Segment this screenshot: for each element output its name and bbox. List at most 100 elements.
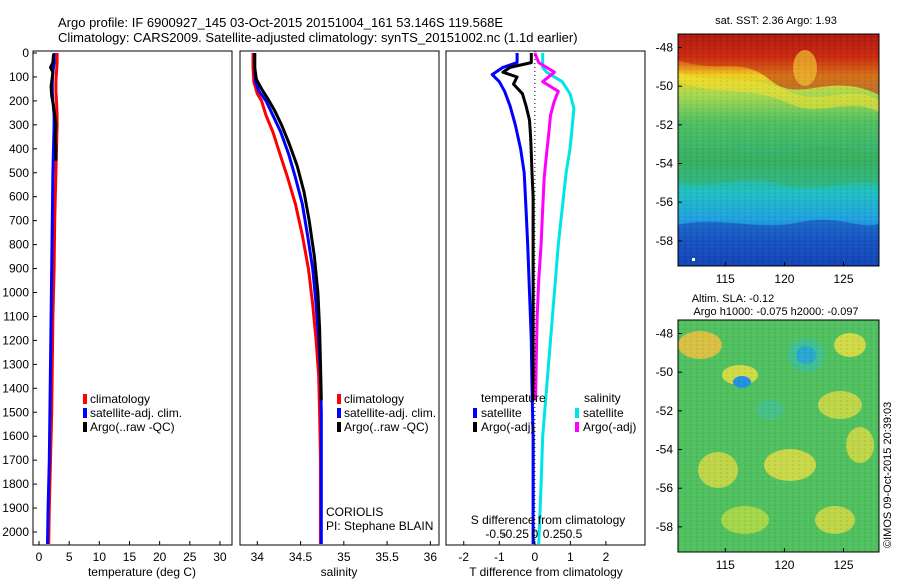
depth-tick-label: 1700 bbox=[2, 453, 29, 467]
series-line bbox=[49, 54, 58, 161]
sla-map-frame bbox=[677, 319, 880, 553]
series-line bbox=[537, 53, 576, 545]
temperature-legend: climatology satellite-adj. clim. Argo(..… bbox=[83, 392, 182, 434]
map-y-tick-label: -52 bbox=[656, 118, 674, 132]
map-x-tick-label: 115 bbox=[716, 558, 735, 572]
series-line bbox=[533, 52, 560, 401]
x-tick-label: 0 bbox=[531, 550, 538, 564]
map-x-tick-label: 120 bbox=[774, 558, 794, 572]
sst-map-frame bbox=[677, 33, 880, 267]
x-tick-label: 20 bbox=[153, 550, 167, 564]
x-tick-label: 36 bbox=[424, 550, 438, 564]
map-y-tick-label: -50 bbox=[656, 365, 674, 379]
legend-swatch-climatology bbox=[83, 394, 87, 404]
difference-series bbox=[490, 51, 576, 545]
map-x-tick-label: 120 bbox=[774, 272, 794, 286]
legend-label-t-satellite: satellite bbox=[481, 406, 522, 420]
salinity-xlabel: salinity bbox=[321, 565, 358, 579]
x-tick-label: 10 bbox=[93, 550, 107, 564]
s-tick-label: 0.25 bbox=[543, 527, 567, 541]
legend-title-salinity: salinity bbox=[584, 391, 621, 405]
salinity-plot-frame bbox=[239, 50, 440, 546]
difference-plot-frame bbox=[445, 50, 646, 546]
sst-map-axes: 115 120 125 -48 -50 -52 -54 -56 -58 bbox=[656, 41, 854, 286]
legend-label-t-argo: Argo(-adj) bbox=[481, 420, 534, 434]
depth-tick-label: 1300 bbox=[2, 357, 29, 371]
depth-tick-label: 1400 bbox=[2, 381, 29, 395]
sla-map-subtitle: Argo h1000: -0.075 h2000: -0.097 bbox=[693, 306, 858, 318]
legend-swatch-argo bbox=[337, 422, 341, 432]
depth-tick-label: 600 bbox=[9, 190, 29, 204]
depth-tick-label: 900 bbox=[9, 262, 29, 276]
s-difference-title: S difference from climatology bbox=[471, 513, 626, 527]
depth-tick-label: 1600 bbox=[2, 429, 29, 443]
depth-tick-label: 2000 bbox=[2, 525, 29, 539]
x-tick-label: -1 bbox=[494, 550, 505, 564]
legend-label-argo: Argo(..raw -QC) bbox=[90, 420, 175, 434]
depth-tick-label: 1200 bbox=[2, 333, 29, 347]
legend-swatch-argo bbox=[83, 422, 87, 432]
depth-tick-label: 300 bbox=[9, 118, 29, 132]
map-y-tick-label: -50 bbox=[656, 79, 674, 93]
map-x-tick-label: 125 bbox=[834, 272, 854, 286]
legend-label-s-argo: Argo(-adj) bbox=[583, 420, 636, 434]
sla-map-axes: 115 120 125 -48 -50 -52 -54 -56 -58 bbox=[656, 327, 854, 572]
legend-swatch-t-argo bbox=[473, 422, 477, 432]
legend-swatch-s-argo bbox=[575, 422, 579, 432]
legend-label-climatology: climatology bbox=[90, 392, 150, 406]
figure-title-line2: Climatology: CARS2009. Satellite-adjuste… bbox=[58, 30, 578, 45]
map-y-tick-label: -48 bbox=[656, 327, 674, 341]
depth-tick-label: 1000 bbox=[2, 286, 29, 300]
map-y-tick-label: -58 bbox=[656, 520, 674, 534]
s-tick-label: 0 bbox=[531, 527, 538, 541]
sst-texture bbox=[678, 34, 879, 266]
map-y-tick-label: -56 bbox=[656, 481, 674, 495]
s-tick-label: 0.5 bbox=[566, 527, 583, 541]
sla-map-title: Altim. SLA: -0.12 bbox=[692, 293, 775, 305]
legend-label-s-satellite: satellite bbox=[583, 406, 624, 420]
legend-swatch-t-satellite bbox=[473, 408, 477, 418]
figure-title-line1: Argo profile: IF 6900927_145 03-Oct-2015… bbox=[58, 15, 503, 30]
depth-tick-label: 1100 bbox=[3, 309, 29, 323]
x-tick-label: 1 bbox=[567, 550, 574, 564]
s-tick-label: -0.5 bbox=[485, 527, 506, 541]
depth-tick-label: 100 bbox=[9, 70, 29, 84]
x-tick-label: 15 bbox=[123, 550, 137, 564]
temperature-xlabel: temperature (deg C) bbox=[88, 565, 196, 579]
depth-tick-label: 1500 bbox=[2, 405, 29, 419]
depth-tick-label: 800 bbox=[9, 238, 29, 252]
sla-texture bbox=[678, 320, 879, 552]
argo-position-marker bbox=[692, 258, 695, 261]
imos-watermark: ©IMOS 09-Oct-2015 20:39:03 bbox=[882, 402, 894, 548]
x-tick-label: 5 bbox=[66, 550, 73, 564]
map-y-tick-label: -48 bbox=[656, 41, 674, 55]
x-tick-label: 0 bbox=[36, 550, 43, 564]
x-tick-label: 2 bbox=[603, 550, 610, 564]
x-tick-label: 34 bbox=[251, 550, 265, 564]
x-axis-ticks: 0 5 10 15 20 25 30 34 34.5 35 35.5 36 -2 -1 0 1 2 -0.5-0.… bbox=[36, 527, 610, 564]
depth-axis: 0 100 200 300 400 500 600 700 800 900 1000 1100 1200… bbox=[2, 46, 37, 539]
x-tick-label: 25 bbox=[183, 550, 197, 564]
x-tick-label: -2 bbox=[458, 550, 469, 564]
difference-xlabel: T difference from climatology bbox=[469, 565, 623, 579]
legend-swatch-satellite bbox=[83, 408, 87, 418]
legend-swatch-satellite bbox=[337, 408, 341, 418]
depth-tick-label: 200 bbox=[9, 94, 29, 108]
legend-label-argo: Argo(..raw -QC) bbox=[344, 420, 429, 434]
pi-annotation: PI: Stephane BLAIN bbox=[326, 519, 433, 533]
series-line bbox=[251, 53, 322, 544]
depth-tick-label: 400 bbox=[9, 142, 29, 156]
legend-swatch-climatology bbox=[337, 394, 341, 404]
sst-map-title: sat. SST: 2.36 Argo: 1.93 bbox=[715, 15, 837, 27]
s-tick-label: -0.25 bbox=[502, 527, 530, 541]
difference-legend: temperature salinity satellite Argo(-adj… bbox=[473, 391, 636, 434]
x-tick-label: 34.5 bbox=[289, 550, 313, 564]
map-y-tick-label: -54 bbox=[656, 157, 674, 171]
map-y-tick-label: -58 bbox=[656, 234, 674, 248]
data-centre-annotation: CORIOLIS bbox=[326, 505, 383, 519]
legend-label-satellite: satellite-adj. clim. bbox=[90, 406, 182, 420]
legend-label-climatology: climatology bbox=[344, 392, 404, 406]
map-x-tick-label: 115 bbox=[716, 272, 735, 286]
salinity-series bbox=[251, 53, 323, 544]
